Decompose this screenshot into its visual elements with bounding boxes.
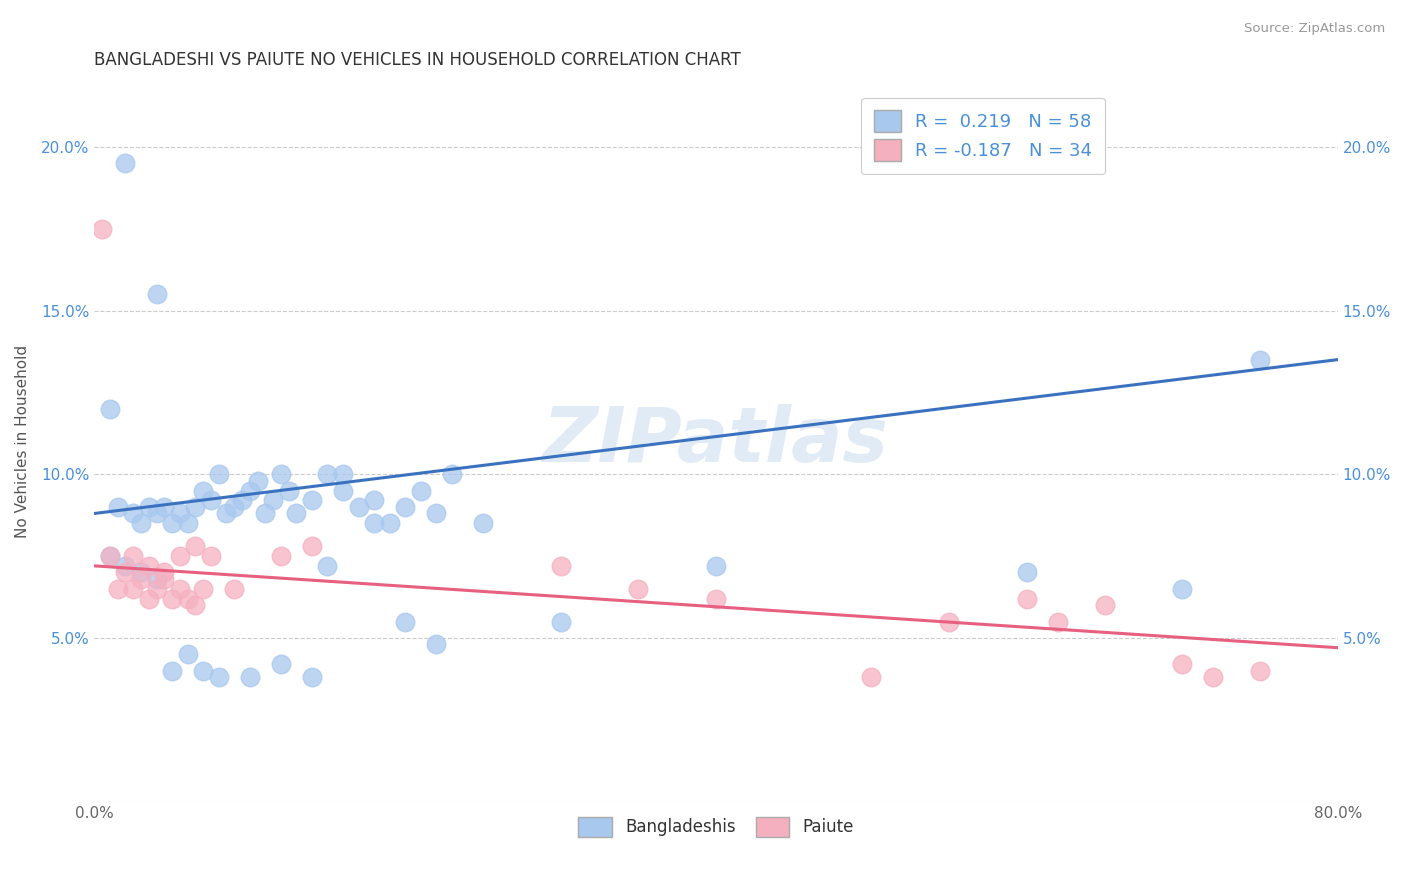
Point bbox=[1171, 582, 1194, 596]
Point bbox=[91, 221, 114, 235]
Point bbox=[409, 483, 432, 498]
Point bbox=[301, 493, 323, 508]
Point bbox=[215, 507, 238, 521]
Point bbox=[1171, 657, 1194, 671]
Point bbox=[425, 637, 447, 651]
Point bbox=[98, 549, 121, 563]
Point bbox=[860, 670, 883, 684]
Point bbox=[425, 507, 447, 521]
Point bbox=[332, 483, 354, 498]
Point bbox=[363, 493, 385, 508]
Point bbox=[138, 558, 160, 573]
Point bbox=[270, 549, 292, 563]
Point bbox=[262, 493, 284, 508]
Point bbox=[160, 591, 183, 606]
Point bbox=[277, 483, 299, 498]
Point bbox=[471, 516, 494, 531]
Point bbox=[270, 467, 292, 482]
Point bbox=[332, 467, 354, 482]
Point bbox=[145, 572, 167, 586]
Point bbox=[169, 507, 191, 521]
Point bbox=[145, 582, 167, 596]
Point bbox=[169, 549, 191, 563]
Point bbox=[1015, 566, 1038, 580]
Point bbox=[176, 516, 198, 531]
Text: ZIPatlas: ZIPatlas bbox=[543, 404, 889, 478]
Point bbox=[153, 566, 176, 580]
Point bbox=[1094, 598, 1116, 612]
Point bbox=[160, 664, 183, 678]
Legend: Bangladeshis, Paiute: Bangladeshis, Paiute bbox=[572, 810, 860, 844]
Point bbox=[224, 582, 246, 596]
Point bbox=[160, 516, 183, 531]
Point bbox=[440, 467, 463, 482]
Point bbox=[191, 664, 214, 678]
Point bbox=[394, 615, 416, 629]
Point bbox=[550, 615, 572, 629]
Point bbox=[285, 507, 308, 521]
Point bbox=[122, 549, 145, 563]
Point bbox=[153, 572, 176, 586]
Point bbox=[316, 467, 339, 482]
Point bbox=[107, 500, 129, 514]
Point bbox=[114, 566, 136, 580]
Point bbox=[363, 516, 385, 531]
Point bbox=[138, 500, 160, 514]
Point bbox=[184, 500, 207, 514]
Point bbox=[224, 500, 246, 514]
Point bbox=[98, 401, 121, 416]
Point bbox=[129, 566, 152, 580]
Point bbox=[246, 474, 269, 488]
Point bbox=[208, 670, 231, 684]
Point bbox=[208, 467, 231, 482]
Point bbox=[184, 539, 207, 553]
Point bbox=[301, 539, 323, 553]
Point bbox=[254, 507, 277, 521]
Point bbox=[138, 591, 160, 606]
Point bbox=[114, 156, 136, 170]
Point bbox=[153, 500, 176, 514]
Point bbox=[239, 670, 262, 684]
Point bbox=[704, 591, 727, 606]
Point bbox=[1249, 664, 1271, 678]
Point bbox=[98, 549, 121, 563]
Point bbox=[114, 558, 136, 573]
Point bbox=[200, 493, 222, 508]
Point bbox=[347, 500, 370, 514]
Text: BANGLADESHI VS PAIUTE NO VEHICLES IN HOUSEHOLD CORRELATION CHART: BANGLADESHI VS PAIUTE NO VEHICLES IN HOU… bbox=[94, 51, 741, 69]
Point bbox=[301, 670, 323, 684]
Point bbox=[145, 287, 167, 301]
Point bbox=[122, 582, 145, 596]
Point bbox=[1046, 615, 1069, 629]
Point bbox=[378, 516, 401, 531]
Point bbox=[704, 558, 727, 573]
Point bbox=[191, 483, 214, 498]
Point bbox=[231, 493, 253, 508]
Point bbox=[169, 582, 191, 596]
Point bbox=[184, 598, 207, 612]
Point bbox=[239, 483, 262, 498]
Point bbox=[129, 572, 152, 586]
Point bbox=[394, 500, 416, 514]
Point bbox=[938, 615, 960, 629]
Point bbox=[129, 516, 152, 531]
Point bbox=[176, 591, 198, 606]
Point bbox=[1015, 591, 1038, 606]
Y-axis label: No Vehicles in Household: No Vehicles in Household bbox=[15, 345, 30, 538]
Point bbox=[1202, 670, 1225, 684]
Point bbox=[122, 507, 145, 521]
Point bbox=[270, 657, 292, 671]
Point bbox=[107, 582, 129, 596]
Point bbox=[145, 507, 167, 521]
Point bbox=[316, 558, 339, 573]
Point bbox=[627, 582, 650, 596]
Point bbox=[200, 549, 222, 563]
Point bbox=[176, 647, 198, 661]
Point bbox=[550, 558, 572, 573]
Text: Source: ZipAtlas.com: Source: ZipAtlas.com bbox=[1244, 22, 1385, 36]
Point bbox=[1249, 352, 1271, 367]
Point bbox=[191, 582, 214, 596]
